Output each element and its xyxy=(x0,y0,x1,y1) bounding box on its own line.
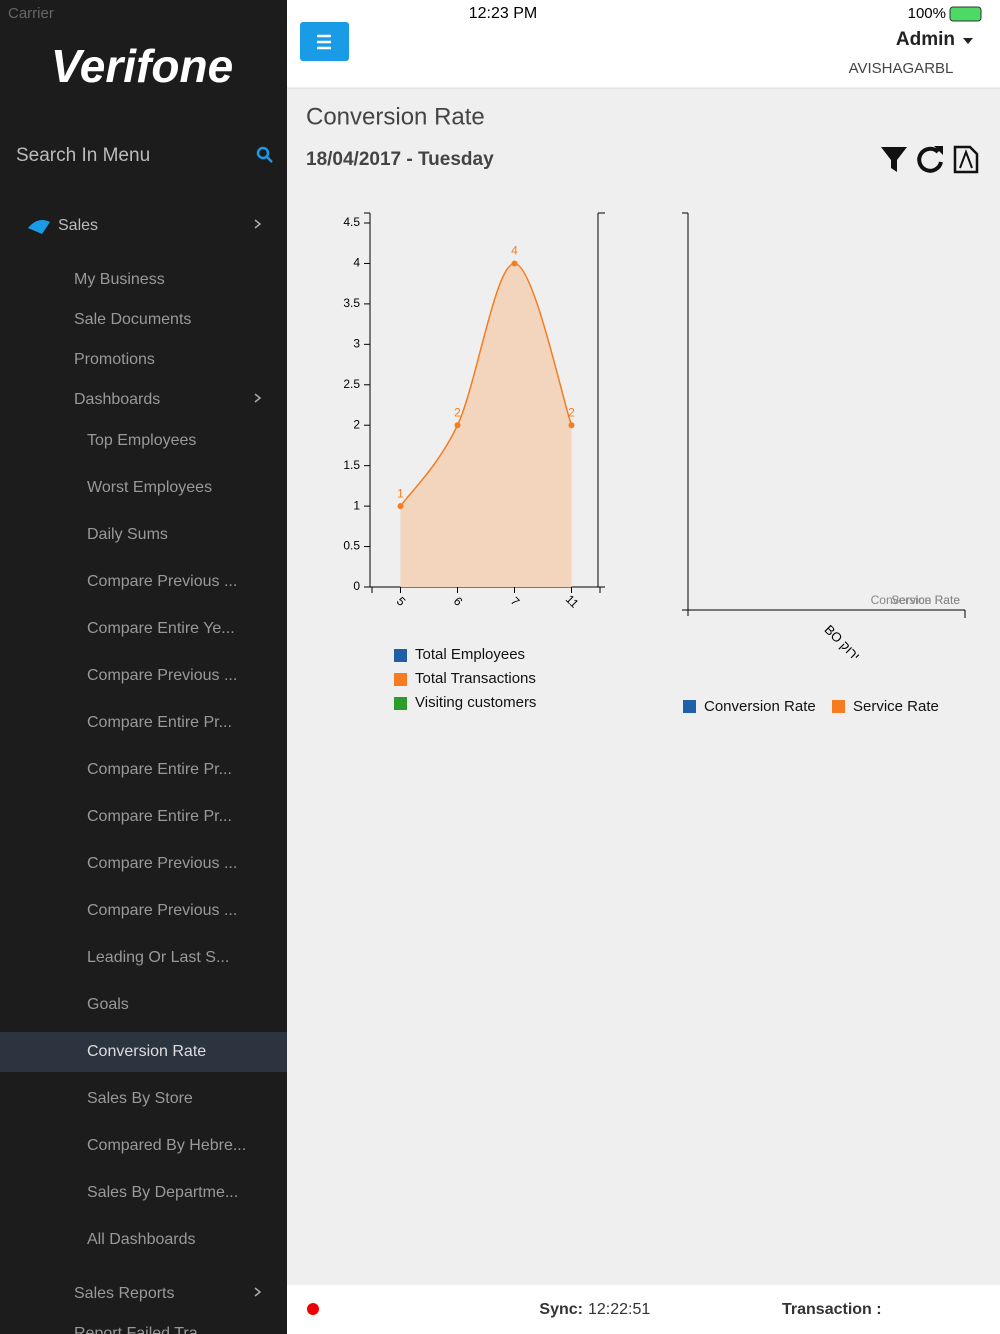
point xyxy=(454,422,461,429)
y-tick-label: 0 xyxy=(353,579,360,593)
status-dot xyxy=(307,1303,319,1315)
menu-item[interactable]: All Dashboards xyxy=(87,1231,196,1248)
menu-item[interactable]: Conversion Rate xyxy=(87,1043,206,1060)
y-tick-label: 1.5 xyxy=(343,458,360,472)
carrier: Carrier xyxy=(8,5,54,22)
legend-label: Service Rate xyxy=(853,698,939,715)
transaction-label: Transaction : xyxy=(782,1301,882,1318)
y-tick-label: 3.5 xyxy=(343,296,360,310)
submenu-arrow xyxy=(254,1287,262,1297)
point xyxy=(397,503,404,510)
refresh-icon[interactable] xyxy=(917,146,943,173)
menu-item[interactable]: Goals xyxy=(87,996,129,1013)
axis-series-label: Conversion Rate xyxy=(871,593,961,607)
menu-item[interactable]: Worst Employees xyxy=(87,479,212,496)
value-label: 2 xyxy=(454,405,461,419)
menu-item[interactable]: Compare Entire Pr... xyxy=(87,808,232,825)
point xyxy=(568,422,575,429)
legend-label: Conversion Rate xyxy=(704,698,816,715)
legend-label: Total Transactions xyxy=(415,670,536,687)
menu-item[interactable]: Compare Entire Ye... xyxy=(87,620,235,637)
content xyxy=(287,0,1000,1334)
pdf-icon[interactable] xyxy=(953,145,979,174)
menu-item[interactable]: Compare Previous ... xyxy=(87,902,237,919)
sync-label: Sync: xyxy=(539,1301,583,1318)
y-tick-label: 1 xyxy=(353,498,360,512)
header xyxy=(287,0,1000,88)
menu-item[interactable]: Top Employees xyxy=(87,432,196,449)
caret xyxy=(963,38,973,44)
menu-item[interactable]: Dashboards xyxy=(74,391,160,408)
y-tick-label: 0.5 xyxy=(343,539,360,553)
search-input[interactable]: Search In Menu xyxy=(16,145,150,166)
area xyxy=(400,263,572,587)
axis-series-label: Service Rate xyxy=(891,593,960,607)
menu-item[interactable]: Compare Previous ... xyxy=(87,573,237,590)
menu-item[interactable]: Promotions xyxy=(74,351,155,368)
legend-swatch xyxy=(683,700,696,713)
store: AVISHAGARBL xyxy=(849,60,954,77)
menu-item[interactable]: Sale Documents xyxy=(74,311,191,328)
footer xyxy=(287,1285,1000,1334)
value-label: 2 xyxy=(568,405,575,419)
point xyxy=(511,260,518,267)
legend-swatch xyxy=(394,649,407,662)
legend-swatch xyxy=(394,673,407,686)
battery-icon xyxy=(949,6,982,22)
time: 12:23 PM xyxy=(469,5,537,22)
battery-text: 100% xyxy=(908,5,946,22)
legend-label: Visiting customers xyxy=(415,694,536,711)
menu-item[interactable]: Compare Entire Pr... xyxy=(87,761,232,778)
menu-item[interactable]: Compared By Hebre... xyxy=(87,1137,246,1154)
menu-icon xyxy=(28,220,50,234)
y-tick-label: 2 xyxy=(353,417,360,431)
menu-item[interactable]: Sales xyxy=(58,217,98,234)
menu-item[interactable]: My Business xyxy=(74,271,165,288)
legend-label: Total Employees xyxy=(415,646,525,663)
value-label: 1 xyxy=(397,486,404,500)
y-tick-label: 4.5 xyxy=(343,215,360,229)
legend-swatch xyxy=(832,700,845,713)
menu-icon xyxy=(317,34,331,50)
filter-icon[interactable] xyxy=(881,147,907,172)
y-tick-label: 4 xyxy=(353,256,360,270)
menu-item[interactable]: Compare Previous ... xyxy=(87,667,237,684)
page-date: 18/04/2017 - Tuesday xyxy=(306,149,494,170)
menu-item[interactable]: Leading Or Last S... xyxy=(87,949,229,966)
submenu-arrow xyxy=(254,219,262,229)
page-title: Conversion Rate xyxy=(306,103,485,130)
line xyxy=(399,262,573,507)
sync-time: 12:22:51 xyxy=(588,1301,650,1318)
y-tick-label: 2.5 xyxy=(343,377,360,391)
value-label: 4 xyxy=(511,244,518,258)
menu-item[interactable]: Compare Previous ... xyxy=(87,855,237,872)
logo: Verifone xyxy=(51,40,233,92)
menu-item[interactable]: Sales Reports xyxy=(74,1285,175,1302)
menu-item[interactable]: Report Failed Tra xyxy=(74,1325,198,1334)
y-tick-label: 3 xyxy=(353,337,360,351)
menu-highlight xyxy=(0,1032,287,1072)
menu-item[interactable]: Daily Sums xyxy=(87,526,168,543)
menu-item[interactable]: Sales By Departme... xyxy=(87,1184,238,1201)
menu-item[interactable]: Sales By Store xyxy=(87,1090,193,1107)
user-menu[interactable]: Admin xyxy=(896,29,955,50)
search-icon[interactable] xyxy=(256,146,273,163)
menu-item[interactable]: Compare Entire Pr... xyxy=(87,714,232,731)
legend-swatch xyxy=(394,697,407,710)
submenu-arrow xyxy=(254,393,262,403)
